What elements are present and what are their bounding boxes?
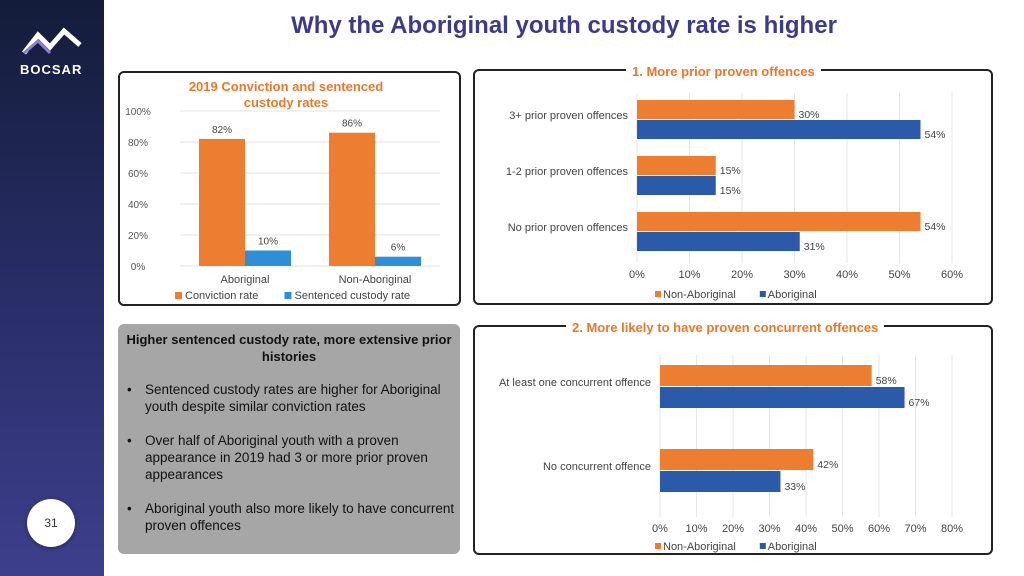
data-label: 15% (720, 185, 741, 197)
y-tick-label: 0% (131, 262, 146, 273)
x-tick-label: 30% (783, 269, 805, 281)
x-tick-label: 20% (731, 269, 753, 281)
legend-swatch (759, 543, 766, 549)
bocsar-chevron-logo-icon (22, 27, 82, 55)
concurrent-offences-chart: 0% 10% 20% 30% 40% 50% 60% 70% 80% 58% 67% At least… (499, 355, 963, 553)
bar (199, 138, 245, 266)
x-tick-label: 10% (685, 523, 707, 535)
data-label: 67% (909, 397, 930, 409)
y-category-label: At least one concurrent offence (499, 377, 651, 389)
legend-label: Sentenced custody rate (295, 290, 411, 302)
x-tick-label: 0% (629, 269, 645, 281)
data-label: 86% (342, 119, 362, 130)
bar (375, 256, 421, 266)
x-tick-label: 40% (795, 523, 817, 535)
data-label: 54% (925, 129, 946, 141)
legend-label: Conviction rate (185, 290, 258, 302)
concurrent-offences-chart-title: 2. More likely to have proven concurrent… (566, 320, 885, 335)
data-label: 30% (799, 109, 820, 121)
bar (329, 132, 375, 266)
legend-label: Aboriginal (768, 289, 817, 301)
bar (637, 100, 795, 119)
y-tick-label: 60% (128, 169, 148, 180)
data-label: 42% (817, 459, 838, 471)
y-category-label: 3+ prior proven offences (509, 110, 628, 122)
x-tick-label: 50% (831, 523, 853, 535)
prior-offences-chart-panel: 0% 10% 20% 30% 40% 50% 60% 30% 54% 3+ prior prove… (473, 69, 993, 305)
legend-swatch (655, 543, 661, 549)
x-category-label: Aboriginal (221, 274, 270, 286)
legend-label: Non-Aboriginal (663, 289, 736, 301)
x-tick-label: 80% (941, 523, 963, 535)
legend-swatch (655, 291, 661, 297)
y-tick-label: 100% (125, 107, 151, 118)
bar (637, 176, 716, 195)
x-tick-label: 0% (652, 523, 668, 535)
conviction-custody-chart: 2019 Conviction and sentenced custody rat… (125, 79, 440, 302)
data-label: 15% (720, 165, 741, 177)
data-label: 6% (391, 243, 406, 254)
concurrent-offences-chart-panel: 0% 10% 20% 30% 40% 50% 60% 70% 80% 58% 67% At least… (473, 325, 993, 555)
page-number: 31 (27, 499, 75, 547)
bar (637, 156, 716, 175)
bar (637, 232, 800, 251)
bar (660, 449, 814, 470)
data-label: 58% (876, 375, 897, 387)
y-category-label: No prior proven offences (508, 222, 629, 234)
y-tick-label: 80% (128, 138, 148, 149)
x-tick-label: 40% (836, 269, 858, 281)
x-tick-label: 60% (941, 269, 963, 281)
chart-title: 2019 Conviction and sentenced custody rat… (189, 79, 383, 110)
logo-text: BOCSAR (20, 62, 83, 77)
page-title: Why the Aboriginal youth custody rate is… (291, 12, 837, 39)
y-category-label: 1-2 prior proven offences (506, 166, 629, 178)
legend-label: Non-Aboriginal (663, 541, 736, 553)
bar (660, 365, 872, 386)
summary-bullet: • Over half of Aboriginal youth with a pr… (127, 433, 428, 482)
bar (637, 212, 921, 231)
data-label: 54% (925, 221, 946, 233)
x-tick-label: 20% (722, 523, 744, 535)
x-tick-label: 70% (904, 523, 926, 535)
data-label: 10% (258, 237, 278, 248)
summary-box: Higher sentenced custody rate, more exte… (118, 324, 460, 554)
summary-heading: Higher sentenced custody rate, more exte… (126, 332, 452, 364)
x-category-label: Non-Aboriginal (339, 274, 412, 286)
y-category-label: No concurrent offence (543, 461, 651, 473)
legend-label: Aboriginal (768, 541, 817, 553)
x-tick-label: 10% (678, 269, 700, 281)
summary-bullet: • Aboriginal youth also more likely to ha… (127, 501, 455, 533)
bar (660, 471, 781, 492)
y-tick-label: 40% (128, 200, 148, 211)
legend-swatch (759, 291, 766, 297)
bar (245, 250, 291, 266)
bar (660, 387, 905, 408)
prior-offences-chart-title: 1. More prior proven offences (626, 64, 821, 79)
summary-bullet: • Sentenced custody rates are higher for … (127, 382, 441, 414)
x-tick-label: 30% (758, 523, 780, 535)
y-tick-label: 20% (128, 231, 148, 242)
x-tick-label: 50% (888, 269, 910, 281)
summary-bullets: • Sentenced custody rates are higher for … (124, 381, 456, 551)
prior-offences-chart: 0% 10% 20% 30% 40% 50% 60% 30% 54% 3+ prior prove… (506, 93, 963, 301)
data-label: 33% (784, 481, 805, 493)
x-tick-label: 60% (868, 523, 890, 535)
conviction-chart-panel: 2019 Conviction and sentenced custody rat… (118, 71, 461, 306)
data-label: 31% (804, 241, 825, 253)
legend-swatch (175, 292, 182, 299)
legend-swatch (284, 292, 292, 299)
sidebar: BOCSAR 31 (0, 0, 104, 576)
data-label: 82% (212, 125, 232, 136)
bar (637, 120, 921, 139)
